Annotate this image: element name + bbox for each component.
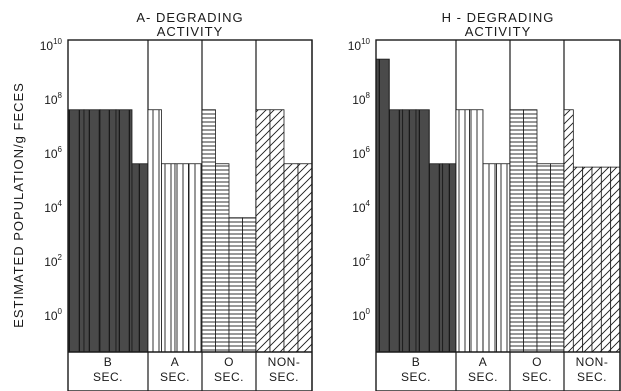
bar: [115, 109, 133, 353]
y-tick-label: 100: [352, 307, 370, 323]
bar: [482, 163, 497, 353]
y-tick-label: 106: [352, 145, 370, 161]
bar: [174, 163, 189, 353]
bar: [131, 163, 149, 353]
bar: [255, 109, 271, 353]
chart-title-line: ACTIVITY: [465, 24, 532, 39]
group-label-bottom: SEC.: [93, 370, 123, 384]
y-tick-label: 1010: [348, 37, 371, 53]
bar: [536, 163, 551, 353]
group-label-top: B: [104, 355, 113, 369]
bar: [215, 163, 230, 353]
bar: [563, 109, 574, 353]
chart-title-line: A- DEGRADING: [136, 10, 243, 25]
group-label-bottom: SEC.: [269, 370, 299, 384]
group-label-bottom: SEC.: [160, 370, 190, 384]
bar: [83, 109, 101, 353]
bar: [375, 58, 390, 353]
group-label-top: O: [224, 355, 234, 369]
group-label-top: NON-: [268, 355, 301, 369]
bar: [572, 166, 584, 353]
bar: [582, 166, 593, 353]
bar: [161, 163, 176, 353]
y-tick-label: 108: [44, 91, 62, 107]
bar: [228, 217, 243, 353]
y-tick-label: 104: [44, 199, 62, 215]
bar: [415, 109, 430, 353]
bar: [99, 109, 117, 353]
y-tick-label: 100: [44, 307, 62, 323]
bar: [402, 109, 417, 353]
group-label-bottom: SEC.: [401, 370, 431, 384]
group-label-top: NON-: [576, 355, 609, 369]
bar: [269, 109, 285, 353]
y-tick-label: 1010: [40, 37, 63, 53]
bar: [591, 166, 602, 353]
bar: [442, 163, 457, 353]
bar: [600, 166, 612, 353]
group-label-bottom: SEC.: [577, 370, 607, 384]
chart-title-line: H - DEGRADING: [442, 10, 555, 25]
bar: [610, 166, 621, 353]
plot-frame: [67, 39, 313, 391]
group-label-bottom: SEC.: [214, 370, 244, 384]
bar: [388, 109, 404, 353]
bar: [283, 163, 299, 353]
bar: [455, 109, 470, 353]
bar: [523, 109, 538, 353]
group-label-bottom: SEC.: [468, 370, 498, 384]
y-tick-label: 102: [44, 253, 62, 269]
bar: [67, 109, 85, 353]
plot-frame: [375, 39, 621, 391]
bar: [550, 163, 565, 353]
bar: [496, 163, 511, 353]
group-label-top: A: [479, 355, 488, 369]
group-label-bottom: SEC.: [522, 370, 552, 384]
group-label-top: O: [532, 355, 542, 369]
bar: [242, 217, 257, 353]
y-tick-label: 108: [352, 91, 370, 107]
group-label-top: A: [171, 355, 180, 369]
bar: [509, 109, 524, 353]
bar: [147, 109, 162, 353]
y-tick-label: 102: [352, 253, 370, 269]
group-label-top: B: [412, 355, 421, 369]
chart-title-line: ACTIVITY: [157, 24, 224, 39]
y-tick-label: 104: [352, 199, 370, 215]
bar: [188, 163, 203, 353]
y-tick-label: 106: [44, 145, 62, 161]
y-axis-label: ESTIMATED POPULATION/g FECES: [11, 82, 26, 328]
bar: [201, 109, 216, 353]
bar: [297, 163, 313, 353]
bar: [428, 163, 444, 353]
bar: [469, 109, 484, 353]
